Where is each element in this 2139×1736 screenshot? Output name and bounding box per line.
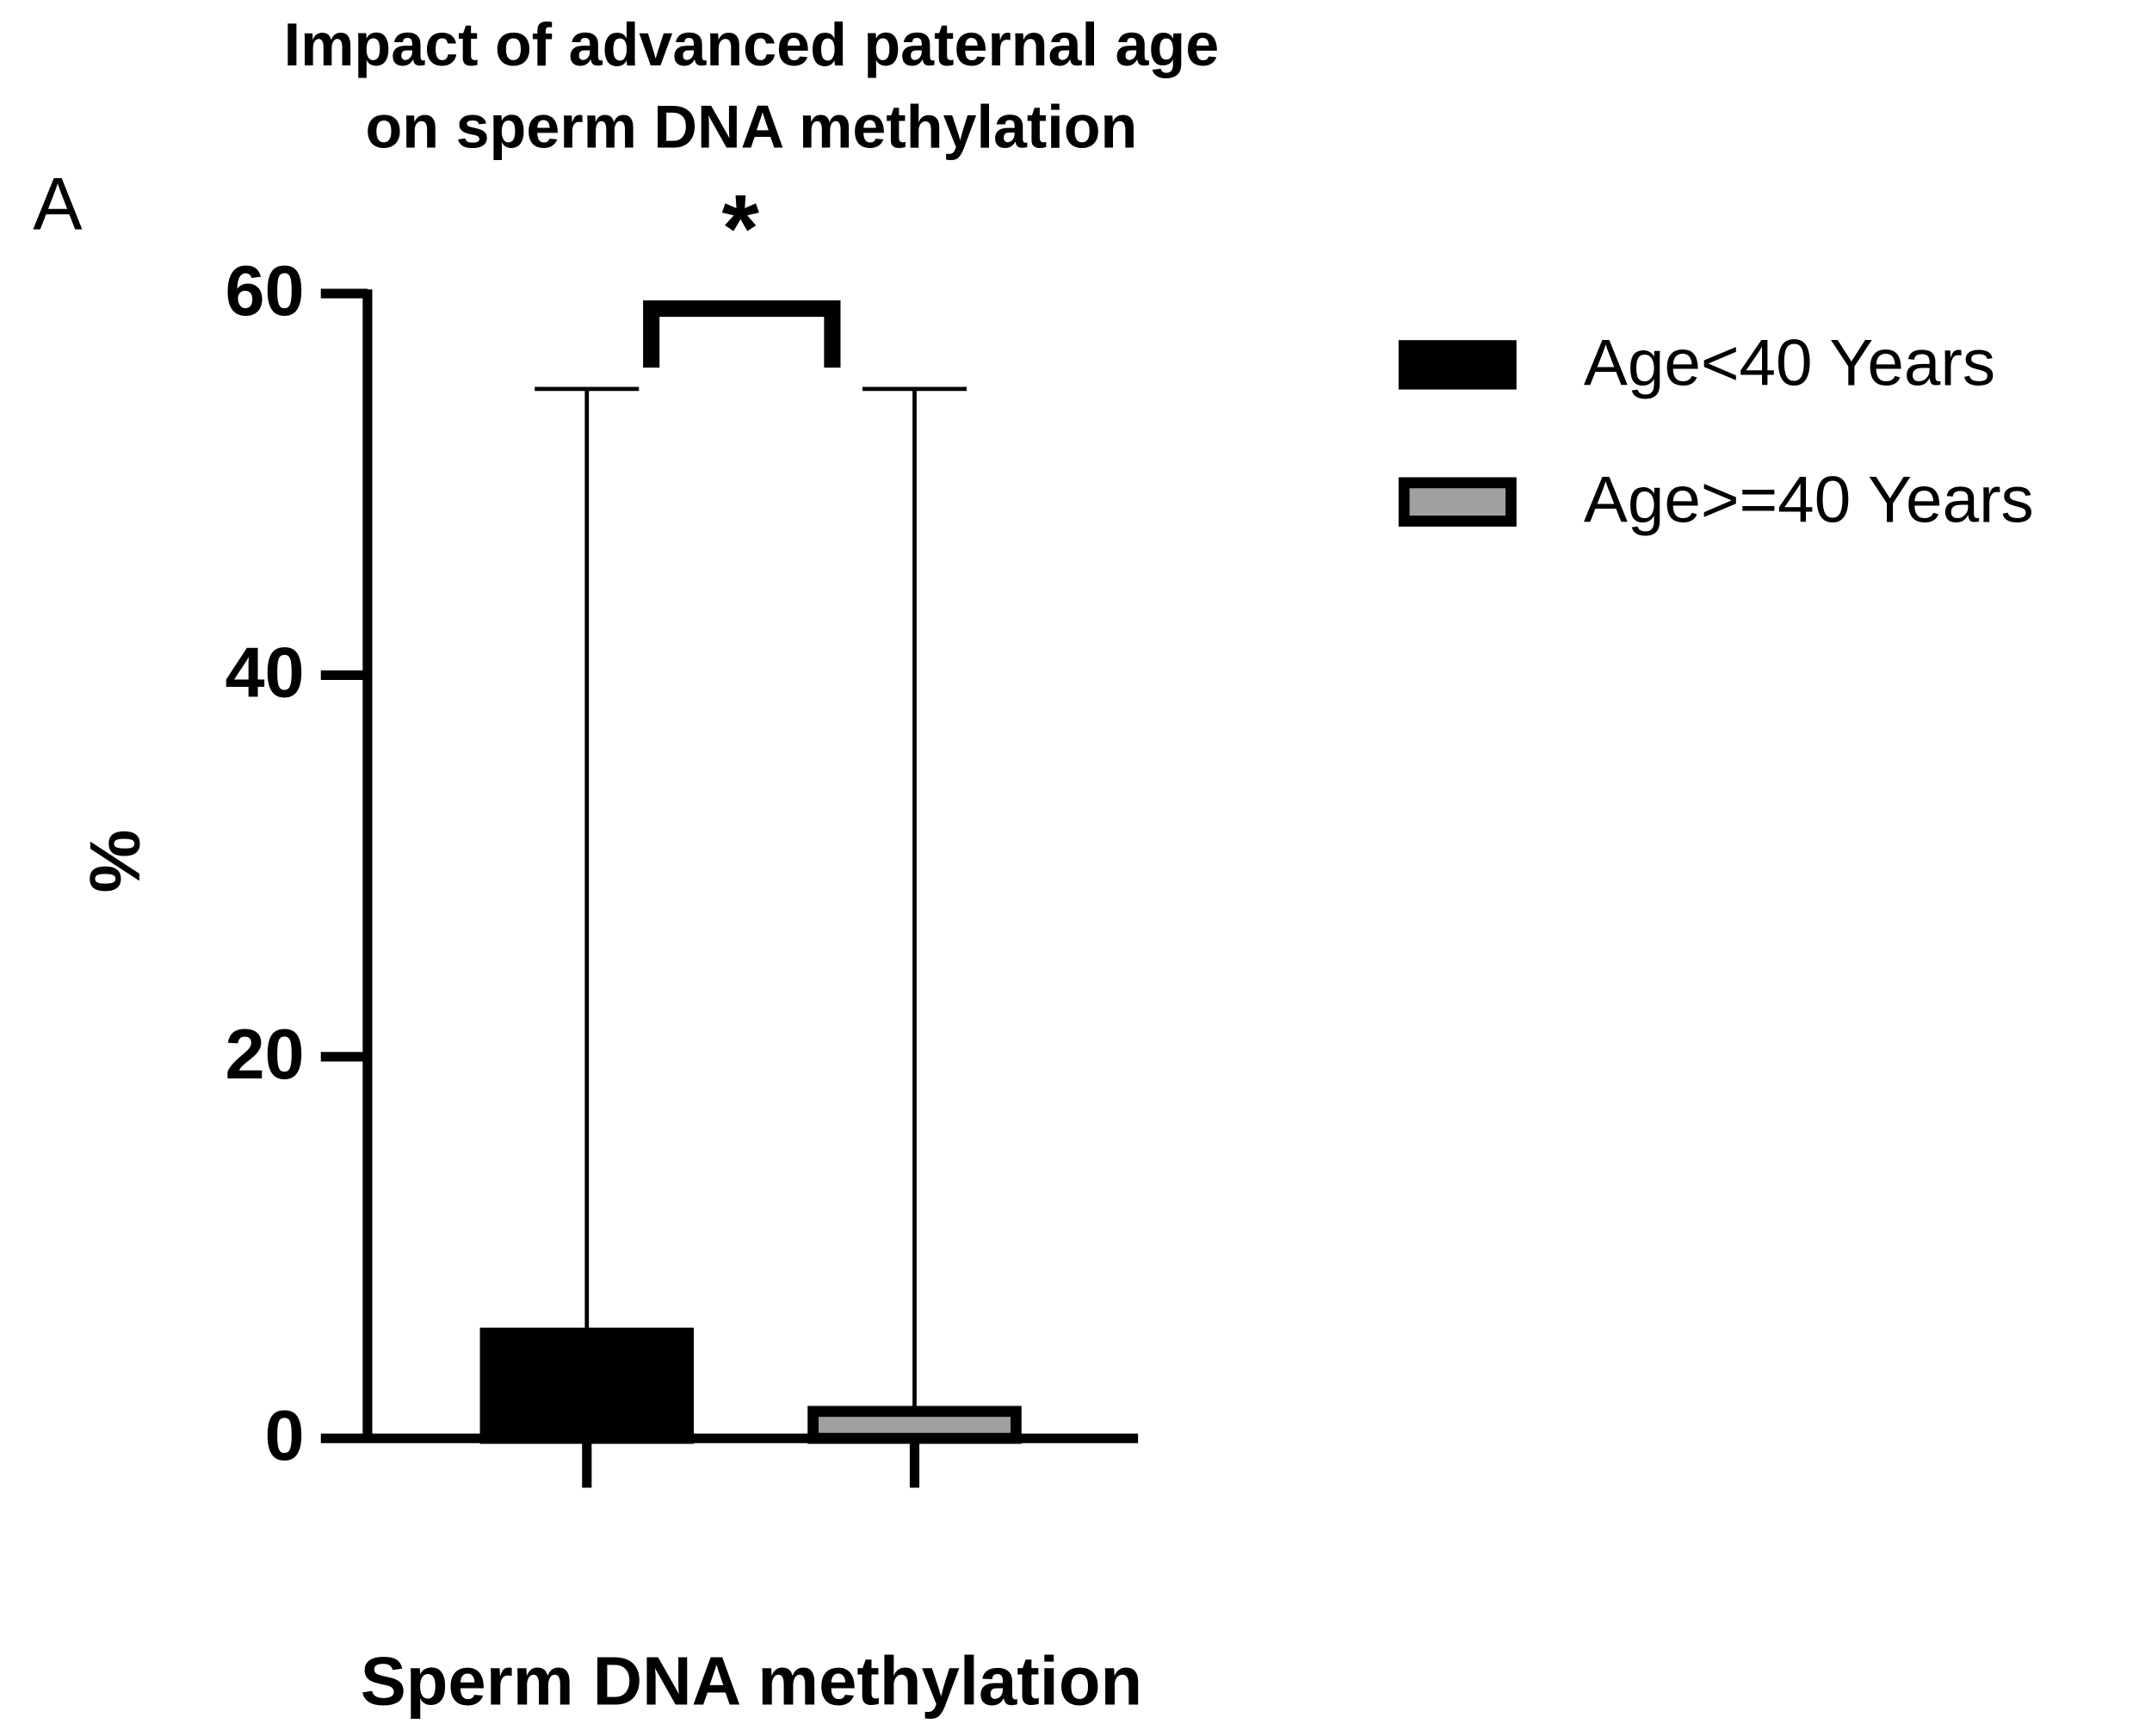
legend-swatch — [1398, 340, 1517, 390]
bar — [807, 1405, 1022, 1444]
y-axis-label: % — [75, 830, 155, 893]
y-tick-label: 0 — [265, 1395, 305, 1475]
significance-marker: * — [721, 175, 759, 282]
bar — [479, 1327, 695, 1444]
chart-title: on sperm DNA methylation — [366, 94, 1138, 161]
significance-bracket — [643, 300, 841, 368]
x-axis-label: Sperm DNA methylation — [361, 1643, 1142, 1720]
chart-title: Impact of advanced paternal age — [284, 11, 1220, 78]
y-tick-label: 40 — [225, 632, 304, 712]
y-tick-label: 20 — [225, 1014, 304, 1094]
panel-label: A — [33, 164, 83, 246]
y-tick-label: 60 — [225, 250, 304, 331]
legend-label: Age<40 Years — [1584, 326, 1995, 399]
legend-label: Age>=40 Years — [1584, 464, 2034, 537]
legend-swatch — [1398, 477, 1517, 527]
